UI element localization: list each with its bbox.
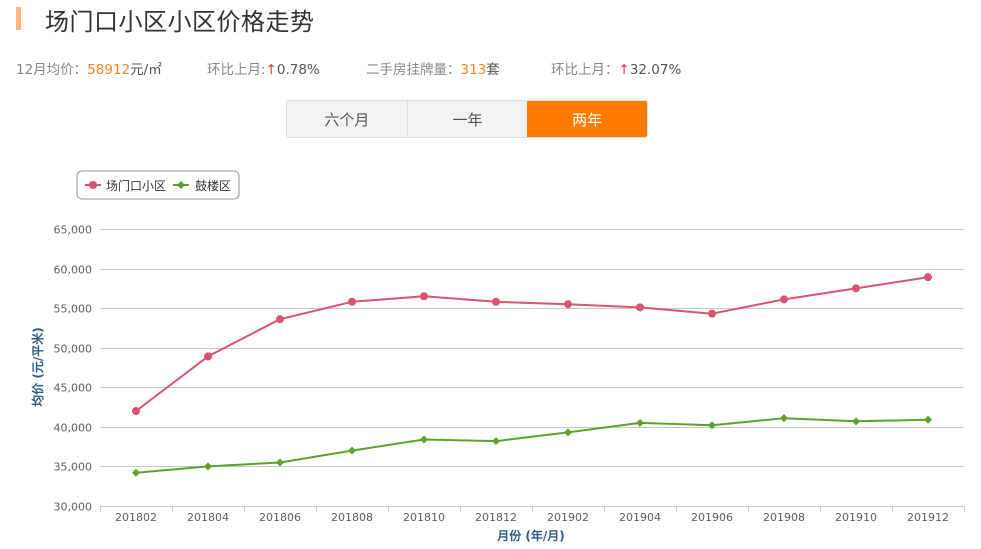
data-point[interactable] xyxy=(276,315,284,324)
data-point[interactable] xyxy=(564,428,572,437)
legend-label-community: 场门口小区 xyxy=(106,178,166,193)
x-tick-label: 201906 xyxy=(691,511,733,524)
avg-price-label: 12月均价： xyxy=(16,62,88,78)
tab-six-months[interactable]: 六个月 xyxy=(287,101,407,137)
period-tabs: 六个月 一年 两年 xyxy=(286,100,648,138)
series-district xyxy=(132,414,932,477)
x-tick-label: 201804 xyxy=(187,511,229,524)
x-axis: 201802 201804 201806 201808 201810 201812 2019… xyxy=(100,506,965,524)
data-point[interactable] xyxy=(708,309,716,318)
data-point[interactable] xyxy=(132,468,140,477)
series-line xyxy=(135,276,929,412)
data-point[interactable] xyxy=(924,273,932,282)
data-point[interactable] xyxy=(420,292,428,301)
listings-mom-value: 32.07% xyxy=(629,62,682,78)
data-point[interactable] xyxy=(564,300,572,309)
y-tick-label: 45,000 xyxy=(54,382,93,395)
circle-marker-icon xyxy=(89,181,97,189)
data-point[interactable] xyxy=(276,458,284,467)
price-mom-label: 环比上月: xyxy=(207,62,266,78)
data-point[interactable] xyxy=(636,303,644,312)
y-axis-title: 均价 (元/平米) xyxy=(30,327,45,407)
avg-price-value: 58912 xyxy=(87,62,131,78)
x-tick-label: 201802 xyxy=(115,511,157,524)
tab-one-year[interactable]: 一年 xyxy=(406,101,528,137)
listings-stat: 二手房挂牌量：313套 xyxy=(366,58,500,78)
x-axis-title: 月份 (年/月) xyxy=(496,528,565,543)
y-tick-label: 35,000 xyxy=(54,461,93,474)
listings-label: 二手房挂牌量： xyxy=(366,62,461,78)
x-tick-label: 201810 xyxy=(403,511,445,524)
avg-price-unit: 元/㎡ xyxy=(130,62,162,78)
up-arrow-icon: ↑ xyxy=(265,62,277,78)
data-point[interactable] xyxy=(348,446,356,455)
legend-item-district[interactable]: 鼓楼区 xyxy=(173,178,231,193)
data-point[interactable] xyxy=(852,417,860,426)
legend-label-district: 鼓楼区 xyxy=(195,178,231,193)
data-point[interactable] xyxy=(780,414,788,423)
y-tick-label: 50,000 xyxy=(54,343,93,356)
diamond-marker-icon xyxy=(177,181,185,189)
listings-unit: 套 xyxy=(486,62,500,78)
data-point[interactable] xyxy=(780,295,788,304)
price-mom-stat: 环比上月:↑0.78% xyxy=(207,58,320,78)
y-tick-label: 40,000 xyxy=(54,422,93,435)
data-point[interactable] xyxy=(420,435,428,444)
y-tick-label: 55,000 xyxy=(54,303,93,316)
chart-series xyxy=(132,273,932,477)
y-tick-label: 60,000 xyxy=(54,264,93,277)
x-tick-label: 201812 xyxy=(475,511,517,524)
series-community xyxy=(132,273,932,416)
page-title: 场门口小区小区价格走势 xyxy=(45,8,315,36)
price-mom-value: 0.78% xyxy=(276,62,320,78)
data-point[interactable] xyxy=(348,297,356,306)
x-tick-label: 201910 xyxy=(835,511,877,524)
y-axis: 30,000 35,000 40,000 45,000 50,000 55,000 60,0… xyxy=(54,224,93,514)
x-tick-label: 201902 xyxy=(547,511,589,524)
series-line xyxy=(135,417,929,474)
x-tick-label: 201806 xyxy=(259,511,301,524)
data-point[interactable] xyxy=(204,352,212,361)
x-tick-label: 201808 xyxy=(331,511,373,524)
data-point[interactable] xyxy=(708,421,716,430)
data-point[interactable] xyxy=(636,418,644,427)
data-point[interactable] xyxy=(132,407,140,416)
chart-legend: 场门口小区 鼓楼区 xyxy=(76,170,240,200)
y-tick-label: 30,000 xyxy=(54,501,93,514)
x-tick-label: 201908 xyxy=(763,511,805,524)
listings-mom-stat: 环比上月：↑32.07% xyxy=(551,58,681,78)
tab-two-years[interactable]: 两年 xyxy=(527,101,647,137)
data-point[interactable] xyxy=(852,284,860,293)
avg-price-stat: 12月均价：58912元/㎡ xyxy=(16,58,162,78)
up-arrow-icon: ↑ xyxy=(618,62,630,78)
y-tick-label: 65,000 xyxy=(54,224,93,237)
listings-value: 313 xyxy=(460,62,487,78)
data-point[interactable] xyxy=(924,415,932,424)
data-point[interactable] xyxy=(492,437,500,446)
listings-mom-label: 环比上月： xyxy=(551,62,619,78)
chart-gridlines xyxy=(100,229,964,467)
title-accent-bar xyxy=(16,7,21,30)
x-tick-label: 201912 xyxy=(907,511,949,524)
data-point[interactable] xyxy=(204,462,212,471)
data-point[interactable] xyxy=(492,297,500,306)
x-tick-label: 201904 xyxy=(619,511,661,524)
legend-item-community[interactable]: 场门口小区 xyxy=(85,178,166,193)
